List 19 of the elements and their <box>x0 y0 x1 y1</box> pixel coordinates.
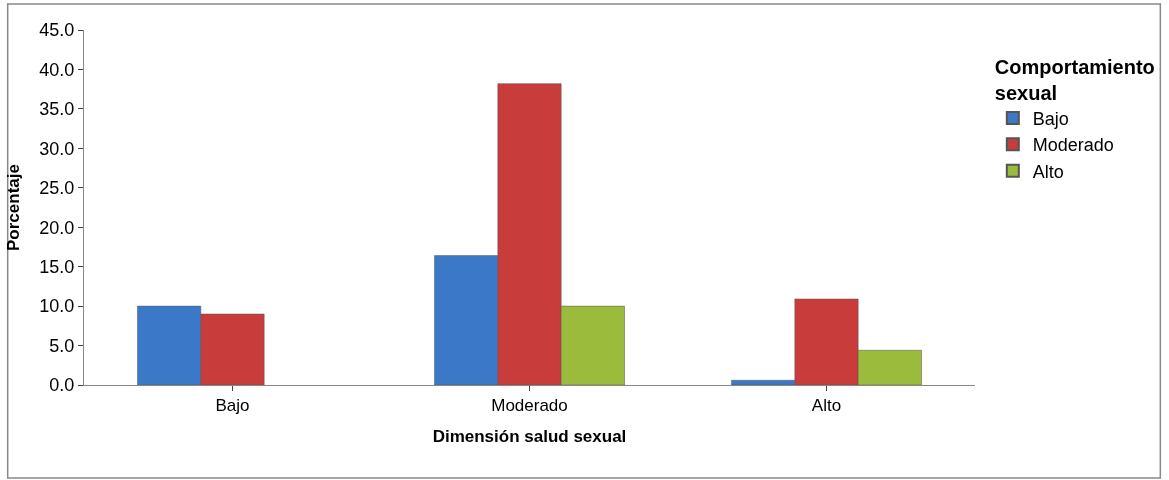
y-tick-label: 30.0 <box>39 138 75 159</box>
legend-label: Bajo <box>1032 108 1069 129</box>
x-tick-label: Alto <box>811 396 842 416</box>
y-tick-label: 15.0 <box>39 256 75 277</box>
y-tick-label: 45.0 <box>39 20 75 41</box>
y-tick-label: 20.0 <box>39 217 75 238</box>
x-tick-label: Bajo <box>215 396 250 416</box>
x-axis-title: Dimensión salud sexual <box>432 426 627 446</box>
x-tick-label: Moderado <box>491 396 568 416</box>
legend-title: Comportamiento sexual <box>994 55 1155 104</box>
y-tick-label: 10.0 <box>39 296 75 317</box>
y-tick-label: 40.0 <box>39 59 75 80</box>
y-tick-label: 35.0 <box>39 99 75 120</box>
legend-label: Moderado <box>1032 135 1114 156</box>
y-tick-label: 0.0 <box>49 375 75 396</box>
legend-label: Alto <box>1032 161 1064 182</box>
y-tick-label: 25.0 <box>39 178 75 199</box>
y-axis-title: Porcentaje <box>3 164 23 251</box>
y-tick-label: 5.0 <box>49 335 75 356</box>
